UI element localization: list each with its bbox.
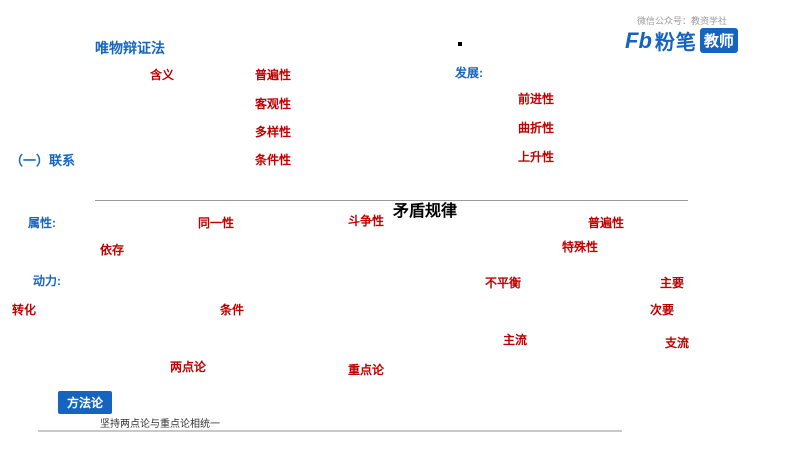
node-particularity: 特殊性 — [562, 240, 599, 254]
node-identity: 同一性 — [198, 216, 235, 230]
node-key-point: 重点论 — [348, 363, 385, 377]
section-label: （一）联系 — [10, 153, 76, 168]
right-label-development: 发展: — [455, 66, 483, 80]
methodology-box: 方法论 — [58, 391, 113, 414]
node-secondary: 次要 — [650, 303, 675, 317]
label-power: 动力: — [33, 274, 61, 288]
node-col2-0: 前进性 — [518, 92, 555, 106]
node-col2-1: 曲折性 — [518, 121, 555, 135]
node-col1-0: 普遍性 — [255, 68, 292, 82]
node-transformation: 转化 — [12, 303, 37, 317]
node-col1-1: 客观性 — [255, 97, 292, 111]
node-condition: 条件 — [220, 303, 245, 317]
node-universality: 普遍性 — [588, 216, 625, 230]
page-title: 矛盾规律 — [393, 203, 458, 220]
bottom-note: 坚持两点论与重点论相统一 — [100, 419, 220, 430]
node-tributary: 支流 — [665, 336, 690, 350]
wechat-watermark: 微信公众号：教资学社 — [637, 16, 728, 26]
node-col2-2: 上升性 — [518, 150, 555, 164]
logo-tag-badge: 教师 — [699, 28, 738, 53]
node-col1-2: 多样性 — [255, 125, 292, 139]
divider-line — [95, 200, 688, 201]
logo-fb-icon: Fb — [625, 27, 652, 53]
label-attribute: 属性: — [28, 216, 56, 230]
node-two-points: 两点论 — [170, 360, 207, 374]
node-imbalance: 不平衡 — [485, 276, 522, 290]
node-col1-3: 条件性 — [255, 153, 292, 167]
node-mainstream: 主流 — [503, 333, 528, 347]
fenbi-logo: Fb 粉笔 教师 — [625, 26, 738, 55]
bullet-dot — [458, 42, 462, 46]
node-interdependence: 依存 — [100, 243, 125, 257]
node-meaning: 含义 — [150, 68, 175, 82]
top-heading: 唯物辩证法 — [95, 40, 165, 56]
node-struggle: 斗争性 — [348, 214, 385, 228]
node-principal: 主要 — [660, 276, 685, 290]
bottom-divider-line — [38, 430, 622, 432]
logo-brand-text: 粉笔 — [654, 32, 697, 54]
